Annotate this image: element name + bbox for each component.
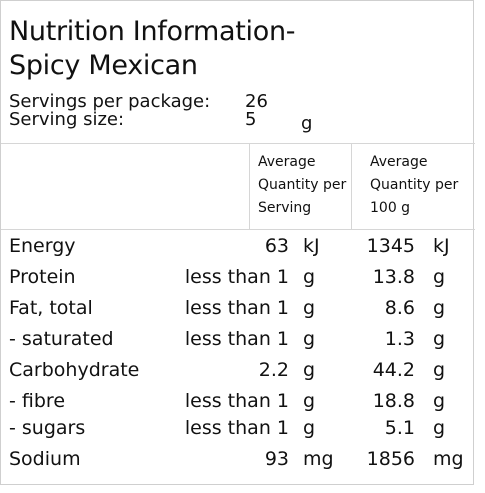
nutrient-row-carbohydrate: Carbohydrate 2.2 g 44.2 g: [1, 359, 475, 389]
nutrient-name: Carbohydrate: [9, 359, 140, 381]
per-100g-value: 18.8: [372, 390, 415, 412]
nutrient-name: Fat, total: [9, 297, 93, 319]
serving-size-label: Serving size:: [9, 109, 125, 130]
nutrition-panel: Nutrition Information- Spicy Mexican Ser…: [0, 0, 475, 485]
nutrient-row-sugars: - sugars less than 1 g 5.1 g: [1, 417, 475, 447]
per-100g-unit: mg: [433, 448, 464, 470]
per-100g-value: 44.2: [372, 359, 415, 381]
per-serving-unit: mg: [303, 448, 334, 470]
col-serving-line-3: Serving: [258, 200, 312, 216]
per-serving-value: 63: [264, 235, 289, 257]
servings-label: Servings per package:: [9, 91, 211, 112]
per-100g-value: 5.1: [384, 417, 415, 439]
nutrient-name: - fibre: [9, 390, 66, 412]
per-serving-unit: g: [303, 390, 316, 412]
nutrient-name: Sodium: [9, 448, 81, 470]
per-100g-unit: g: [433, 359, 446, 381]
per-serving-value: 93: [264, 448, 289, 470]
serving-size-value: 5: [245, 109, 257, 130]
per-100g-value: 1345: [366, 235, 415, 257]
per-100g-unit: g: [433, 266, 446, 288]
col-serving-line-1: Average: [258, 154, 316, 170]
column-divider-2: [351, 144, 352, 229]
per-serving-unit: g: [303, 266, 316, 288]
per-100g-value: 1.3: [384, 328, 415, 350]
per-serving-value: less than 1: [184, 417, 289, 439]
nutrient-row-sodium: Sodium 93 mg 1856 mg: [1, 448, 475, 478]
panel-title: Nutrition Information- Spicy Mexican: [9, 15, 296, 83]
per-serving-unit: g: [303, 328, 316, 350]
nutrient-row-fibre: - fibre less than 1 g 18.8 g: [1, 390, 475, 420]
per-100g-unit: kJ: [433, 235, 450, 257]
per-100g-value: 8.6: [384, 297, 415, 319]
nutrient-name: - saturated: [9, 328, 114, 350]
per-serving-unit: g: [303, 417, 316, 439]
per-100g-unit: g: [433, 328, 446, 350]
nutrient-row-fat-total: Fat, total less than 1 g 8.6 g: [1, 297, 475, 327]
per-serving-value: less than 1: [184, 266, 289, 288]
col-100g-line-2: Quantity per: [370, 177, 459, 193]
nutrient-row-protein: Protein less than 1 g 13.8 g: [1, 266, 475, 296]
per-100g-value: 1856: [366, 448, 415, 470]
column-header-per-100g: Average Quantity per 100 g: [370, 151, 458, 220]
per-100g-value: 13.8: [372, 266, 415, 288]
per-serving-unit: kJ: [303, 235, 320, 257]
col-100g-line-1: Average: [370, 154, 428, 170]
servings-value: 26: [245, 91, 268, 112]
title-line-1: Nutrition Information-: [9, 16, 296, 47]
col-100g-line-3: 100 g: [370, 200, 411, 216]
per-serving-value: 2.2: [258, 359, 289, 381]
per-100g-unit: g: [433, 417, 446, 439]
nutrient-row-energy: Energy 63 kJ 1345 kJ: [1, 235, 475, 265]
title-line-2: Spicy Mexican: [9, 50, 198, 81]
nutrient-name: Energy: [9, 235, 76, 257]
nutrient-name: - sugars: [9, 417, 86, 439]
header-top-rule: [1, 143, 475, 144]
per-serving-unit: g: [303, 359, 316, 381]
header-bottom-rule: [1, 229, 475, 230]
per-serving-value: less than 1: [184, 328, 289, 350]
column-header-per-serving: Average Quantity per Serving: [258, 151, 346, 220]
serving-size-unit: g: [301, 113, 313, 134]
per-serving-unit: g: [303, 297, 316, 319]
per-serving-value: less than 1: [184, 390, 289, 412]
per-100g-unit: g: [433, 297, 446, 319]
col-serving-line-2: Quantity per: [258, 177, 347, 193]
nutrient-row-saturated: - saturated less than 1 g 1.3 g: [1, 328, 475, 358]
per-serving-value: less than 1: [184, 297, 289, 319]
column-divider-1: [249, 144, 250, 229]
per-100g-unit: g: [433, 390, 446, 412]
nutrient-name: Protein: [9, 266, 76, 288]
